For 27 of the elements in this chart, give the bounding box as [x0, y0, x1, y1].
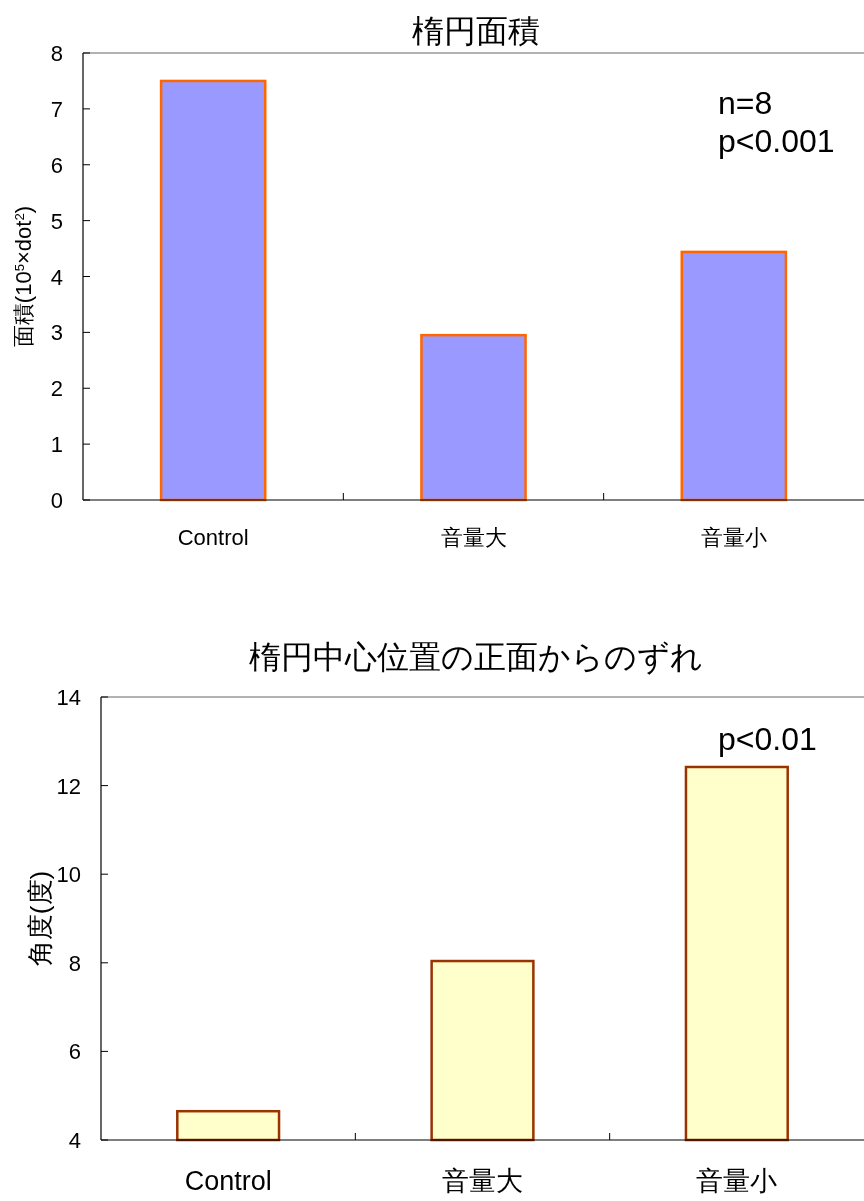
y-tick-label: 5 [50, 208, 63, 234]
y-tick-label: 7 [50, 96, 63, 122]
annotation: p<0.001 [718, 123, 835, 159]
y-tick-label: 4 [50, 264, 63, 290]
x-tick-label: 音量小 [700, 525, 767, 550]
y-tick-label: 8 [68, 950, 81, 976]
chart-title: 楕円中心位置の正面からのずれ [249, 639, 703, 675]
y-tick-label: 4 [68, 1128, 81, 1153]
y-tick-label: 6 [68, 1039, 81, 1065]
chart-title: 楕円面積 [412, 13, 540, 49]
x-tick-label: 音量大 [440, 525, 507, 550]
x-tick-label: 音量小 [696, 1166, 778, 1196]
annotation: p<0.01 [718, 721, 817, 757]
y-tick-label: 12 [56, 773, 81, 799]
y-tick-label: 14 [56, 685, 81, 710]
y-tick-label: 0 [50, 488, 63, 513]
y-tick-label: 10 [56, 862, 81, 888]
x-tick-label: Control [184, 1166, 272, 1196]
y-tick-label: 2 [50, 376, 63, 402]
y-tick-label: 3 [50, 320, 63, 346]
y-tick-label: 1 [50, 432, 63, 458]
x-tick-label: 音量大 [442, 1166, 523, 1196]
y-axis-title: 角度(度) [25, 870, 55, 967]
x-tick-label: Control [177, 525, 249, 550]
annotation: n=8 [718, 85, 773, 121]
y-tick-label: 6 [50, 152, 63, 178]
y-tick-label: 8 [50, 41, 63, 66]
